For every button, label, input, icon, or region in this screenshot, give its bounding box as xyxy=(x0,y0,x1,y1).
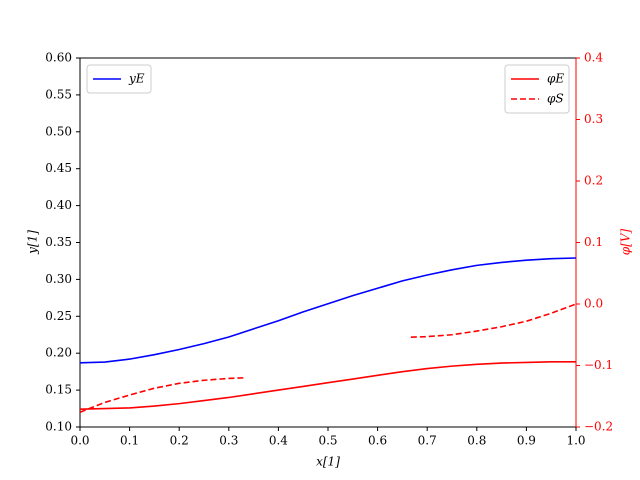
y-axis-label: y[1] xyxy=(26,230,40,255)
plot-frame xyxy=(79,57,577,428)
legend-label: φS xyxy=(547,92,564,106)
y-tick-label: 0.35 xyxy=(45,235,72,249)
y-tick-label: 0.40 xyxy=(45,198,72,212)
legend-label: φE xyxy=(547,72,564,86)
legend-box xyxy=(504,64,570,114)
y-tick-label: 0.20 xyxy=(45,346,72,360)
x-tick-label: 0.2 xyxy=(170,434,189,448)
y2-tick-label: 0.3 xyxy=(584,112,603,126)
y-tick-label: 0.15 xyxy=(45,383,72,397)
y-tick-label: 0.50 xyxy=(45,124,72,138)
y2-tick-label: 0.1 xyxy=(584,235,603,249)
y-tick-label: 0.30 xyxy=(45,272,72,286)
y-tick-label: 0.10 xyxy=(45,420,72,434)
series-line xyxy=(79,303,577,413)
x-axis-label: x[1] xyxy=(316,455,340,469)
y2-tick-label: 0.2 xyxy=(584,174,603,188)
y-tick-label: 0.55 xyxy=(45,87,72,101)
y2-tick-label: −0.1 xyxy=(584,358,613,372)
series-line xyxy=(79,257,577,364)
y-tick-label: 0.25 xyxy=(45,309,72,323)
x-tick-label: 0.8 xyxy=(467,434,486,448)
y2-axis-label: φ[V] xyxy=(619,228,633,255)
x-tick-label: 0.4 xyxy=(269,434,288,448)
x-tick-label: 1.0 xyxy=(566,434,585,448)
x-tick-label: 0.9 xyxy=(517,434,536,448)
x-tick-label: 0.1 xyxy=(120,434,139,448)
series-line xyxy=(79,361,576,410)
x-tick-label: 0.3 xyxy=(219,434,238,448)
legend-label: yE xyxy=(128,72,145,86)
x-tick-label: 0.7 xyxy=(418,434,437,448)
x-tick-label: 0.6 xyxy=(368,434,387,448)
y2-tick-label: 0.4 xyxy=(584,51,603,65)
y-tick-label: 0.60 xyxy=(45,51,72,65)
y2-tick-label: 0.0 xyxy=(584,297,603,311)
x-tick-label: 0.0 xyxy=(70,434,89,448)
x-tick-label: 0.5 xyxy=(318,434,337,448)
y2-tick-label: −0.2 xyxy=(584,420,613,434)
y-tick-label: 0.45 xyxy=(45,161,72,175)
